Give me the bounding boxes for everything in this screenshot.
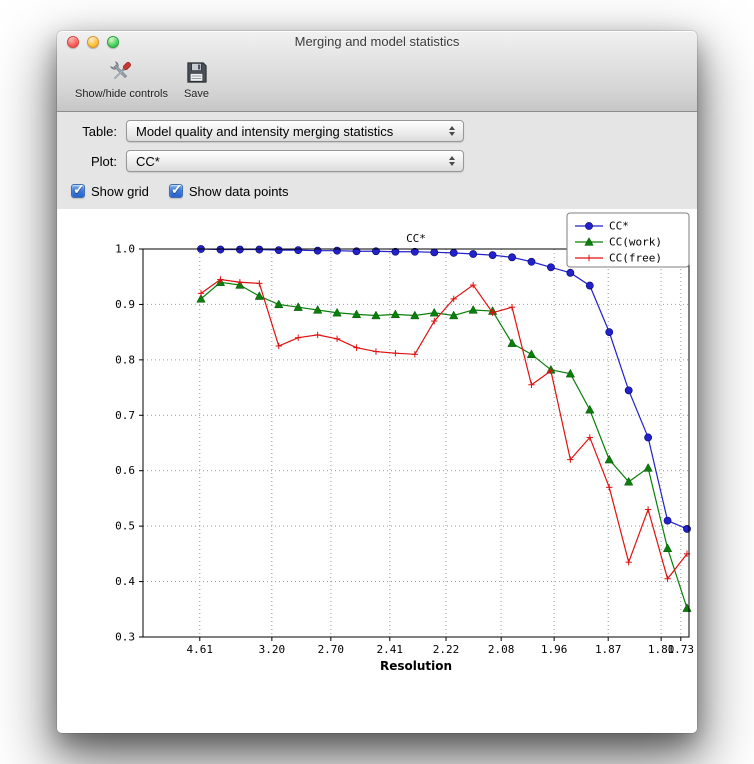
svg-text:2.22: 2.22 (433, 643, 460, 656)
series-CC(work) (196, 277, 692, 612)
table-dropdown[interactable]: Model quality and intensity merging stat… (126, 120, 464, 142)
svg-text:0.6: 0.6 (115, 464, 135, 477)
svg-text:1.87: 1.87 (595, 643, 622, 656)
app-window: Merging and model statistics (57, 31, 697, 733)
minimize-button[interactable] (87, 36, 99, 48)
svg-text:0.7: 0.7 (115, 409, 135, 422)
plot-figure: 4.61 3.20 2.70 2.41 2.22 2.08 1.96 1.87 1.80 1.73… (57, 209, 697, 733)
chart-title: CC* (406, 232, 426, 245)
close-button[interactable] (67, 36, 79, 48)
svg-text:CC(work): CC(work) (609, 236, 662, 249)
svg-text:0.5: 0.5 (115, 520, 135, 533)
svg-text:2.41: 2.41 (377, 643, 404, 656)
toolbar-item-label: Show/hide controls (75, 88, 168, 100)
grid-lines (143, 249, 689, 637)
svg-text:4.61: 4.61 (187, 643, 214, 656)
table-row: Table: Model quality and intensity mergi… (69, 120, 697, 142)
axes-frame (142, 248, 690, 638)
svg-text:0.8: 0.8 (115, 353, 135, 366)
traffic-lights (67, 36, 127, 48)
svg-text:0.3: 0.3 (115, 631, 135, 644)
svg-text:2.08: 2.08 (488, 643, 515, 656)
save-icon (184, 57, 209, 87)
svg-text:1.80: 1.80 (648, 643, 675, 656)
window-title: Merging and model statistics (294, 34, 460, 49)
chart-legend: CC* CC(work) CC(free) (566, 212, 690, 268)
svg-text:CC*: CC* (609, 220, 629, 233)
window-content: Table: Model quality and intensity mergi… (57, 112, 697, 733)
plot-dropdown[interactable]: CC* (126, 150, 464, 172)
table-label: Table: (82, 123, 117, 139)
axis-tick-labels: 4.61 3.20 2.70 2.41 2.22 2.08 1.96 1.87 1.801.73… (115, 243, 694, 657)
svg-text:2.70: 2.70 (318, 643, 345, 656)
checkbox-check-icon (71, 181, 85, 198)
series-CC* (197, 245, 691, 533)
chart-svg: 4.61 3.20 2.70 2.41 2.22 2.08 1.96 1.87 1.801.73… (115, 212, 694, 673)
series-CC(free) (197, 276, 691, 582)
axis-ticks (139, 248, 682, 641)
show-data-points-checkbox[interactable]: Show data points (168, 181, 289, 199)
svg-text:3.20: 3.20 (259, 643, 286, 656)
plot-label: Plot: (90, 153, 117, 169)
dropdown-arrows-icon (445, 156, 458, 166)
table-dropdown-value: Model quality and intensity merging stat… (136, 123, 394, 139)
show-data-points-label: Show data points (188, 183, 289, 199)
plot-dropdown-value: CC* (136, 153, 160, 169)
svg-text:0.4: 0.4 (115, 575, 135, 588)
tools-icon (107, 57, 135, 87)
zoom-button[interactable] (107, 36, 119, 48)
toolbar-item-label: Save (183, 88, 210, 100)
save-button[interactable]: Save (176, 55, 217, 102)
checkbox-check-icon (168, 181, 183, 198)
svg-text:1.96: 1.96 (541, 643, 568, 656)
svg-text:1.73: 1.73 (668, 643, 695, 656)
svg-text:1.0: 1.0 (115, 243, 135, 256)
svg-text:0.9: 0.9 (115, 298, 135, 311)
window-chrome: Merging and model statistics (57, 31, 697, 112)
checkbox-row: Show grid Show data points (71, 181, 697, 199)
plot-row: Plot: CC* (69, 150, 697, 172)
svg-text:CC(free): CC(free) (609, 252, 662, 265)
show-grid-label: Show grid (91, 183, 149, 199)
titlebar[interactable]: Merging and model statistics (57, 31, 697, 53)
dropdown-arrows-icon (445, 126, 458, 136)
show-grid-checkbox[interactable]: Show grid (71, 181, 149, 199)
chart-xlabel: Resolution (380, 659, 452, 673)
show-hide-controls-button[interactable]: Show/hide controls (67, 55, 176, 102)
toolbar: Show/hide controls Save (57, 53, 697, 111)
